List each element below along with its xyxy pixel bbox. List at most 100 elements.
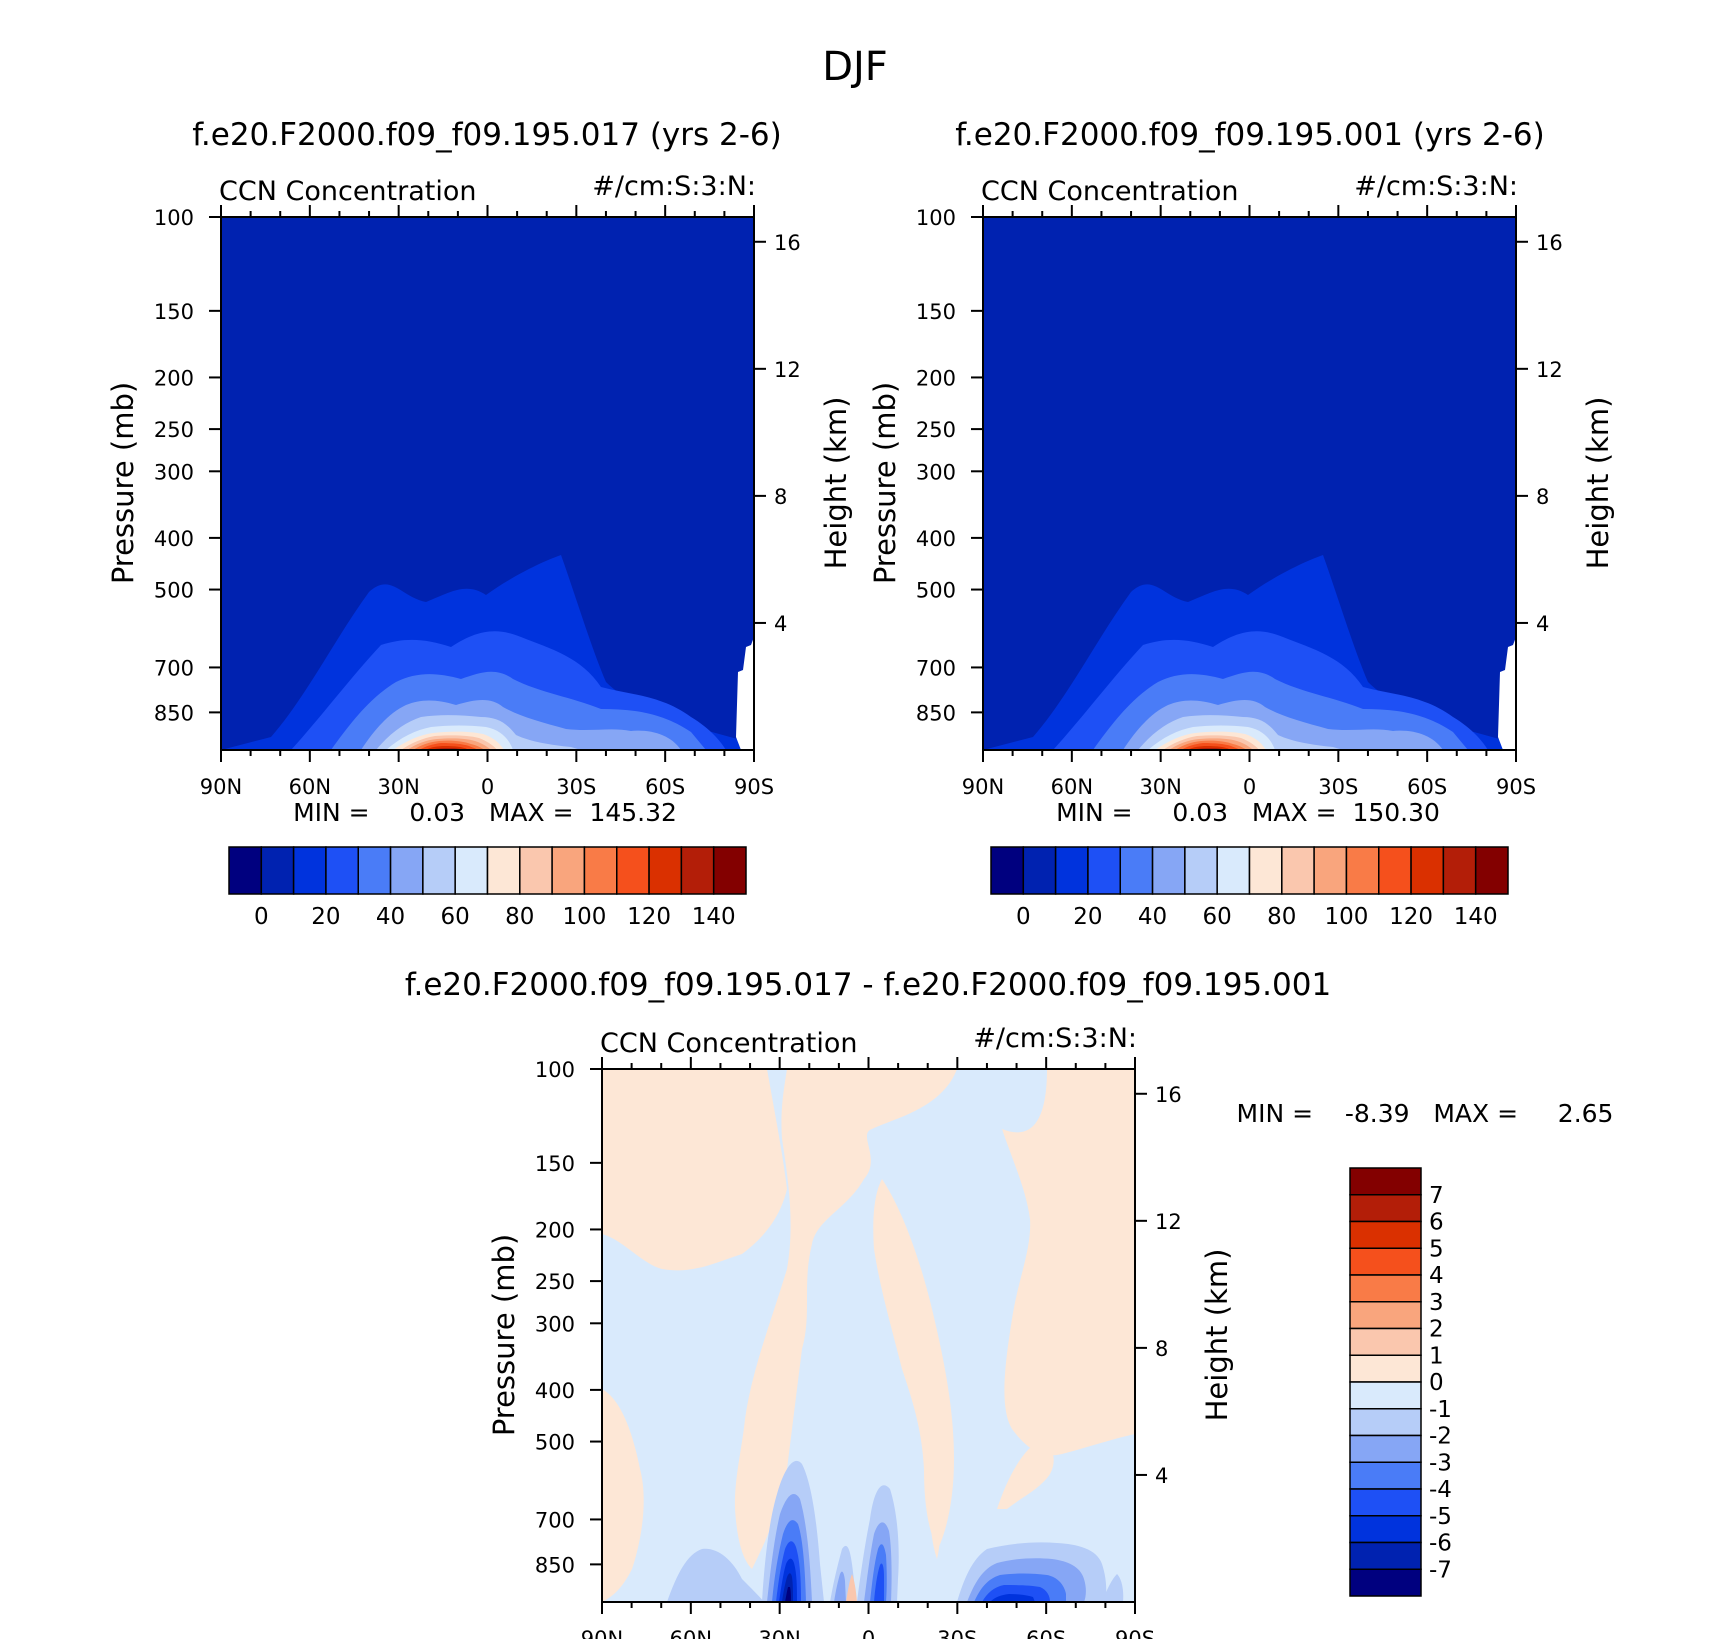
colorbar-label: 6 bbox=[1429, 1210, 1444, 1236]
colorbar-label: 20 bbox=[1073, 904, 1102, 930]
colorbar-box bbox=[228, 846, 263, 895]
colorbar-box bbox=[1151, 846, 1186, 895]
colorbar-box bbox=[1022, 846, 1057, 895]
colorbar-label: 5 bbox=[1429, 1236, 1444, 1262]
panel-c-y2label: Height (km) bbox=[1200, 1249, 1234, 1422]
colorbar-box bbox=[1349, 1381, 1422, 1410]
panel-c-stats: MIN = -8.39 MAX = 2.65 bbox=[1237, 1099, 1614, 1128]
colorbar-label: -7 bbox=[1429, 1557, 1452, 1583]
y-tick-label: 300 bbox=[916, 460, 956, 484]
colorbar-box bbox=[680, 846, 715, 895]
colorbar-label: 100 bbox=[1324, 904, 1368, 930]
colorbar-box bbox=[1087, 846, 1121, 895]
colorbar-box bbox=[1054, 846, 1089, 895]
colorbar-box bbox=[1349, 1301, 1422, 1330]
y2-tick-label: 4 bbox=[1536, 612, 1549, 636]
panel-a-y2label: Height (km) bbox=[819, 397, 853, 570]
colorbar-box bbox=[454, 846, 489, 895]
panel-c-units-label: #/cm:S:3:N: bbox=[973, 1023, 1137, 1054]
y-tick-label: 100 bbox=[535, 1058, 575, 1082]
y-tick-label: 250 bbox=[535, 1270, 575, 1294]
figure-title: DJF bbox=[822, 44, 888, 90]
colorbar-box bbox=[1410, 846, 1445, 895]
y-tick-label: 100 bbox=[154, 206, 194, 230]
colorbar-label: 80 bbox=[505, 904, 534, 930]
colorbar-box bbox=[1349, 1488, 1422, 1517]
colorbar-box bbox=[486, 846, 521, 895]
colorbar-label: 80 bbox=[1267, 904, 1296, 930]
x-tick-label: 30N bbox=[758, 1627, 800, 1639]
x-tick-label: 90N bbox=[581, 1627, 623, 1639]
y2-tick-label: 16 bbox=[774, 231, 801, 255]
colorbar-box bbox=[1349, 1408, 1422, 1437]
panel-b-units-label: #/cm:S:3:N: bbox=[1354, 171, 1518, 202]
x-tick-label: 60S bbox=[645, 775, 685, 799]
colorbar-box bbox=[712, 846, 747, 895]
y-tick-label: 150 bbox=[154, 300, 194, 324]
colorbar-label: 140 bbox=[692, 904, 736, 930]
colorbar-label: 60 bbox=[1203, 904, 1232, 930]
x-tick-label: 90N bbox=[200, 775, 242, 799]
colorbar-box bbox=[1216, 846, 1251, 895]
colorbar-label: 120 bbox=[627, 904, 671, 930]
y-tick-label: 100 bbox=[916, 206, 956, 230]
x-tick-label: 60N bbox=[1051, 775, 1093, 799]
colorbar-box bbox=[1119, 846, 1154, 895]
x-tick-label: 90N bbox=[962, 775, 1004, 799]
colorbar-box bbox=[583, 846, 618, 895]
y-tick-label: 500 bbox=[535, 1431, 575, 1455]
panel-a-field bbox=[221, 217, 754, 750]
panel-a-stats: MIN = 0.03 MAX = 145.32 bbox=[293, 798, 677, 827]
colorbar-box bbox=[1349, 1167, 1422, 1196]
panel-a-title: f.e20.F2000.f09_f09.195.017 (yrs 2-6) bbox=[192, 117, 782, 153]
panel-b-title: f.e20.F2000.f09_f09.195.001 (yrs 2-6) bbox=[955, 117, 1545, 153]
y-tick-label: 700 bbox=[916, 656, 956, 680]
colorbar-box bbox=[1474, 846, 1509, 895]
y-tick-label: 850 bbox=[154, 701, 194, 725]
colorbar-box bbox=[1349, 1354, 1422, 1383]
panel-b-variable-label: CCN Concentration bbox=[981, 176, 1239, 207]
y2-tick-label: 12 bbox=[774, 358, 801, 382]
y-tick-label: 700 bbox=[154, 656, 194, 680]
y-tick-label: 150 bbox=[535, 1152, 575, 1176]
x-tick-label: 90S bbox=[1496, 775, 1536, 799]
colorbar-box bbox=[422, 846, 456, 895]
panel-c-field bbox=[602, 1069, 1135, 1602]
colorbar-label: -1 bbox=[1429, 1397, 1452, 1423]
x-tick-label: 0 bbox=[1243, 775, 1256, 799]
colorbar-box bbox=[616, 846, 650, 895]
colorbar-label: 140 bbox=[1454, 904, 1498, 930]
colorbar-label: 100 bbox=[562, 904, 606, 930]
colorbar-label: -6 bbox=[1429, 1531, 1452, 1557]
colorbar-label: 1 bbox=[1429, 1343, 1444, 1369]
colorbar-box bbox=[1349, 1515, 1422, 1544]
y-tick-label: 400 bbox=[154, 527, 194, 551]
colorbar-label: 0 bbox=[1429, 1370, 1444, 1396]
y-tick-label: 150 bbox=[916, 300, 956, 324]
x-tick-label: 30S bbox=[556, 775, 596, 799]
x-tick-label: 0 bbox=[481, 775, 494, 799]
y-tick-label: 200 bbox=[154, 366, 194, 390]
panel-a-colorbar: 0 20 40 60 80 100 120 140 bbox=[228, 846, 747, 930]
y2-tick-label: 16 bbox=[1536, 231, 1563, 255]
colorbar-box bbox=[551, 846, 586, 895]
x-tick-label: 30N bbox=[1139, 775, 1181, 799]
colorbar-box bbox=[325, 846, 359, 895]
x-tick-label: 60N bbox=[289, 775, 331, 799]
x-tick-label: 30N bbox=[377, 775, 419, 799]
colorbar-box bbox=[1313, 846, 1348, 895]
colorbar-box bbox=[260, 846, 295, 895]
colorbar-box bbox=[648, 846, 683, 895]
colorbar-box bbox=[1349, 1220, 1422, 1249]
colorbar-label: -4 bbox=[1429, 1477, 1452, 1503]
colorbar-label: 0 bbox=[254, 904, 269, 930]
y2-tick-label: 8 bbox=[1536, 485, 1549, 509]
colorbar-label: 20 bbox=[311, 904, 340, 930]
colorbar-label: 40 bbox=[376, 904, 405, 930]
y2-tick-label: 4 bbox=[774, 612, 787, 636]
panel-b-ylabel: Pressure (mb) bbox=[868, 382, 902, 584]
y2-tick-label: 8 bbox=[774, 485, 787, 509]
colorbar-box bbox=[357, 846, 392, 895]
y2-tick-label: 8 bbox=[1155, 1337, 1168, 1361]
